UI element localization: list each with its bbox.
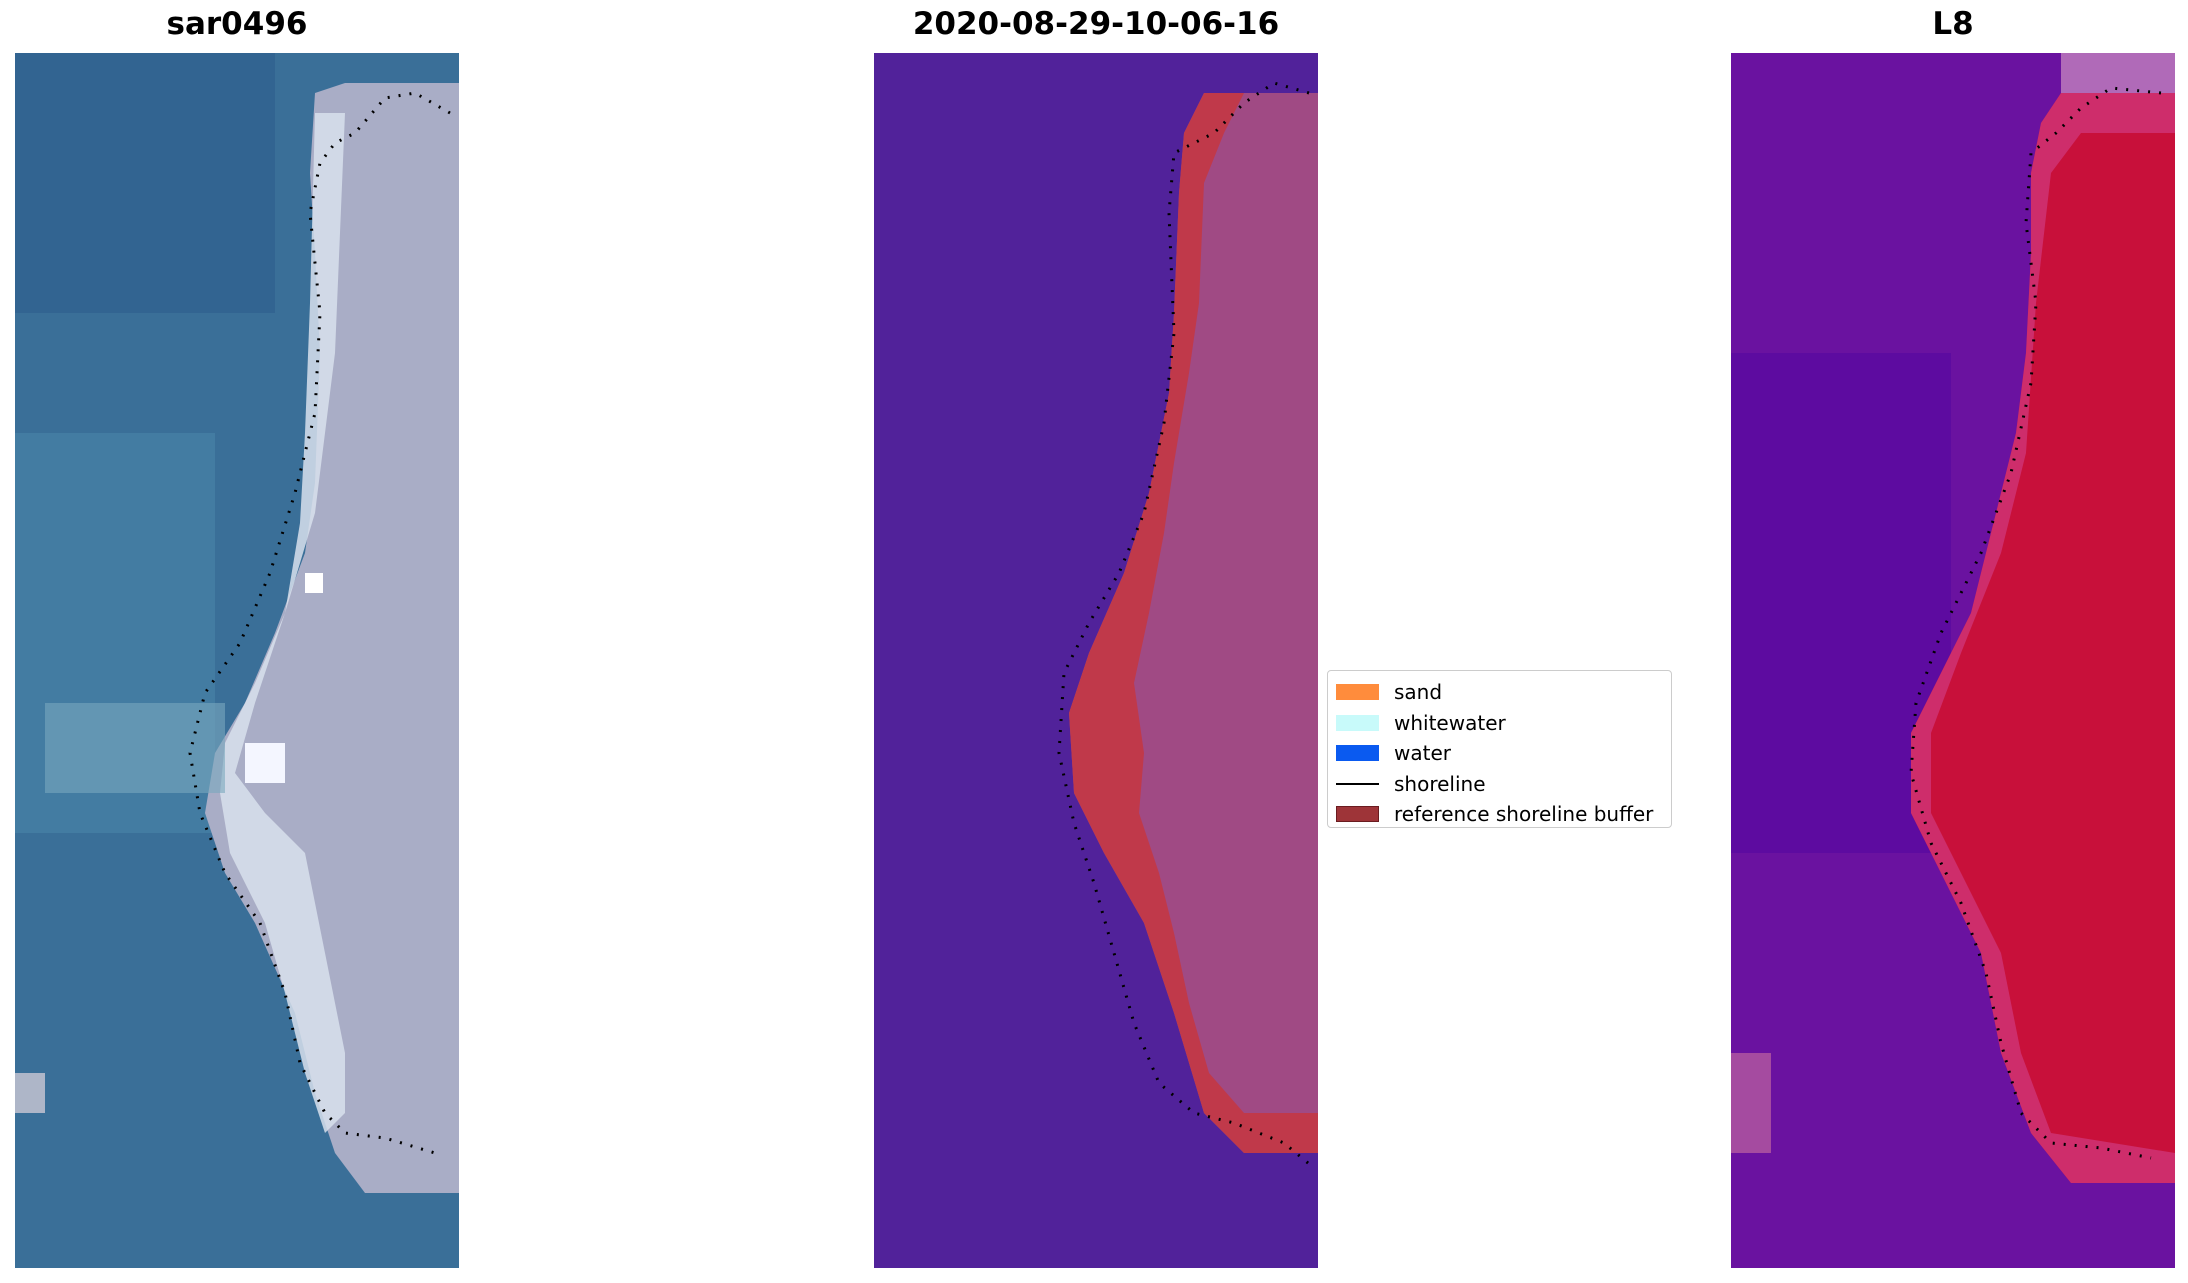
rgb-bright-spot — [245, 743, 285, 783]
l8-top-right — [2061, 53, 2175, 93]
legend-label-water: water — [1394, 741, 1451, 766]
rgb-image-panel — [15, 53, 459, 1268]
legend-item-buffer: reference shoreline buffer — [1336, 799, 1663, 830]
legend-swatch-whitewater — [1336, 714, 1379, 731]
l8-bottom-left — [1731, 1053, 1771, 1153]
legend-item-shoreline: shoreline — [1336, 769, 1663, 800]
panel-title-rgb: sar0496 — [166, 6, 308, 42]
panel-title-date: 2020-08-29-10-06-16 — [912, 6, 1280, 42]
l8-image — [1731, 53, 2175, 1268]
classified-image-panel — [874, 53, 1318, 1268]
reference-shoreline-buffer — [1069, 93, 1318, 1153]
legend-item-water: water — [1336, 738, 1663, 769]
legend-label-shoreline: shoreline — [1394, 771, 1486, 796]
panel-title-satellite: L8 — [1932, 6, 1974, 42]
legend-swatch-buffer — [1336, 806, 1379, 823]
l8-land-edge — [1911, 93, 2175, 1183]
legend-label-sand: sand — [1394, 680, 1443, 705]
legend: sand whitewater water shoreline referenc… — [1327, 670, 1672, 828]
legend-swatch-water — [1336, 745, 1379, 762]
legend-label-whitewater: whitewater — [1394, 710, 1506, 735]
legend-line-shoreline — [1336, 782, 1379, 785]
legend-label-buffer: reference shoreline buffer — [1394, 802, 1654, 827]
l8-image-panel — [1731, 53, 2175, 1268]
legend-swatch-sand — [1336, 684, 1379, 701]
rgb-water-dark-top — [15, 53, 275, 313]
rgb-beach-white — [220, 113, 345, 1133]
shoreline-dotted — [1909, 86, 2162, 1160]
rgb-bottom-light — [15, 1073, 45, 1113]
legend-item-whitewater: whitewater — [1336, 708, 1663, 739]
rgb-bright-spot-2 — [305, 573, 323, 593]
rgb-image — [15, 53, 459, 1268]
classified-image — [874, 53, 1318, 1268]
rgb-spit-light — [45, 703, 225, 793]
legend-item-sand: sand — [1336, 677, 1663, 708]
